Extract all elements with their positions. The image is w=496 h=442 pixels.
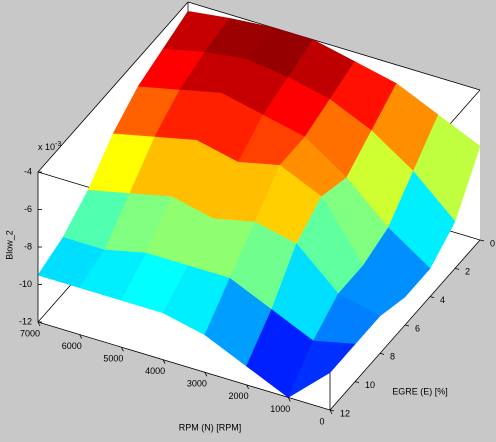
z-tick-label: -6 xyxy=(24,204,32,214)
z-tick-label: -12 xyxy=(19,316,32,326)
surface xyxy=(37,11,481,399)
x-tick-label: 2000 xyxy=(229,391,249,401)
z-axis-label: Blow_2 xyxy=(4,230,14,260)
y-tick xyxy=(454,267,460,270)
x-tick xyxy=(37,321,41,327)
z-multiplier-exponent: -3 xyxy=(55,141,61,148)
z-tick-label: -4 xyxy=(24,166,32,176)
y-axis-label: EGRE (E) [%] xyxy=(392,386,448,396)
y-tick-label: 0 xyxy=(490,238,495,248)
x-tick-label: 3000 xyxy=(187,379,207,389)
z-tick-label: -8 xyxy=(24,241,32,251)
x-tick-label: 4000 xyxy=(145,366,165,376)
y-tick-label: 12 xyxy=(340,408,350,418)
y-tick xyxy=(429,296,435,299)
y-tick-label: 2 xyxy=(465,267,470,277)
y-tick xyxy=(379,352,385,355)
x-tick xyxy=(162,359,166,364)
z-multiplier: x 10-3 xyxy=(38,141,61,153)
y-tick-label: 10 xyxy=(365,380,375,390)
box-edge xyxy=(37,1,189,173)
x-tick-label: 0 xyxy=(319,416,324,426)
y-tick xyxy=(479,239,485,242)
box-edge xyxy=(37,321,331,411)
x-axis-label: RPM (N) [RPM] xyxy=(179,422,242,432)
x-tick xyxy=(329,409,333,415)
box-edge xyxy=(187,1,481,91)
x-tick xyxy=(204,372,208,377)
x-tick-label: 5000 xyxy=(103,354,123,364)
z-tick-label: -10 xyxy=(19,279,32,289)
y-tick xyxy=(329,409,335,412)
x-tick-label: 7000 xyxy=(20,328,40,338)
x-tick-label: 1000 xyxy=(270,404,290,414)
y-tick xyxy=(354,381,360,384)
x-tick xyxy=(79,334,83,339)
box-front: 0 1000 2000 3000 4000 5000 6000 7000 0 2 4 6 8 10 12 -1… xyxy=(19,166,495,426)
y-tick xyxy=(404,324,410,327)
z-multiplier-base: x 10 xyxy=(38,142,55,152)
y-tick-label: 8 xyxy=(390,352,395,362)
y-tick-label: 6 xyxy=(415,323,420,333)
x-tick xyxy=(246,384,249,390)
x-tick xyxy=(121,346,124,352)
x-tick xyxy=(287,397,291,402)
x-tick-label: 6000 xyxy=(62,341,82,351)
y-tick-label: 4 xyxy=(440,295,445,305)
